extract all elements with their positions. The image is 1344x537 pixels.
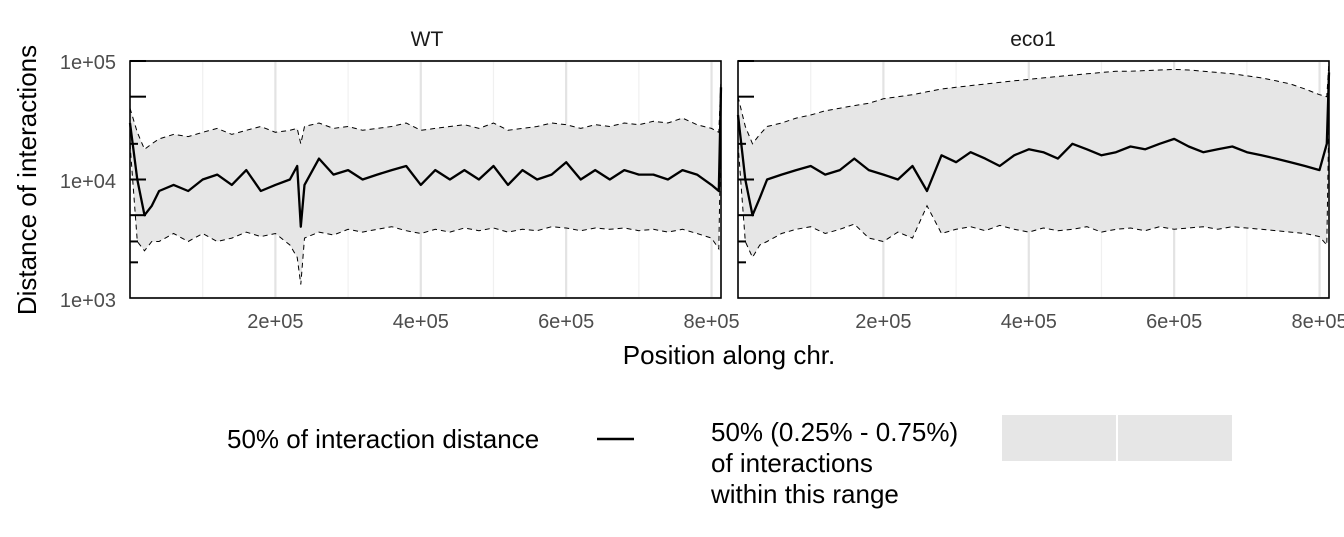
legend: 50% of interaction distance 50% (0.25% -… <box>227 415 1232 509</box>
panel-eco1-lower-dashed-line <box>737 108 1330 259</box>
strip-label-wt: WT <box>411 28 444 51</box>
panel-eco1-x-ticks: 2e+05 4e+05 6e+05 8e+05 <box>855 311 1344 333</box>
x-tick-label: 6e+05 <box>1146 311 1202 333</box>
strip-label-eco1: eco1 <box>1010 28 1056 51</box>
panel-wt-upper-dashed-line <box>129 79 722 151</box>
panel-wt-ribbon <box>130 79 721 285</box>
panel-eco1-border <box>737 60 1330 299</box>
x-tick-label: 2e+05 <box>247 311 303 333</box>
panel-wt-median-line <box>128 87 723 228</box>
panel-eco1-upper-dashed-line <box>737 60 1330 145</box>
y-axis-tick-labels: 1e+03 1e+04 1e+05 <box>60 52 116 312</box>
legend-label-ribbon-line-3: within this range <box>710 479 899 509</box>
x-tick-label: 6e+05 <box>538 311 594 333</box>
x-tick-label: 8e+05 <box>1291 311 1344 333</box>
panel-wt-border <box>129 60 722 299</box>
panel-wt-x-ticks: 2e+05 4e+05 6e+05 8e+05 <box>247 311 739 333</box>
panel-wt-lower-dashed-line <box>129 122 722 285</box>
panel-eco1: eco1 2e+05 4e+05 6e+05 8e+05 <box>736 28 1344 333</box>
legend-label-ribbon-line-1: 50% (0.25% - 0.75%) <box>711 417 958 447</box>
y-tick-label: 1e+05 <box>60 52 116 74</box>
x-tick-label: 4e+05 <box>393 311 449 333</box>
legend-label-median: 50% of interaction distance <box>227 424 539 454</box>
x-tick-label: 8e+05 <box>683 311 739 333</box>
panel-eco1-median-line <box>736 72 1331 217</box>
panel-eco1-ribbon <box>738 61 1329 258</box>
x-axis-title: Position along chr. <box>623 340 835 370</box>
legend-label-ribbon-line-2: of interactions <box>711 448 873 478</box>
x-tick-label: 2e+05 <box>855 311 911 333</box>
y-tick-label: 1e+04 <box>60 171 116 193</box>
panel-wt: WT 2e+05 4e+05 6e+05 8e+05 <box>128 28 740 333</box>
y-axis-title: Distance of interactions <box>12 45 42 315</box>
y-tick-label: 1e+03 <box>60 290 116 312</box>
x-tick-label: 4e+05 <box>1001 311 1057 333</box>
